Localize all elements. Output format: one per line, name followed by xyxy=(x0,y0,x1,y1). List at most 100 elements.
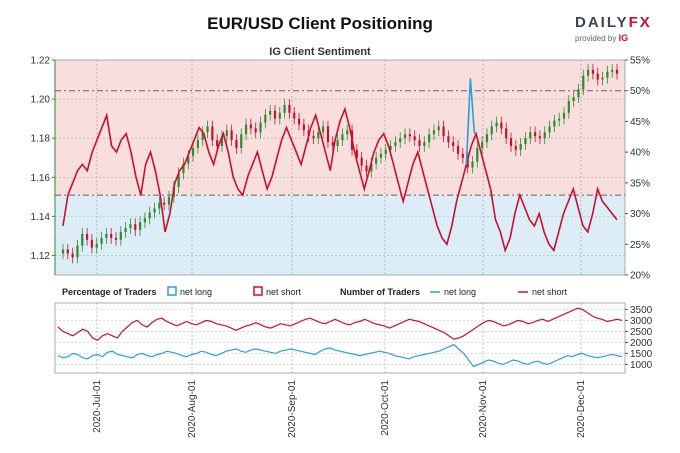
candle-body xyxy=(225,130,228,137)
candle-body xyxy=(66,249,69,254)
candle-body xyxy=(615,69,619,74)
candle-body xyxy=(379,153,383,158)
candle-body xyxy=(288,104,291,113)
candle-body xyxy=(538,136,542,139)
candle-body xyxy=(481,142,484,148)
percent-tick-label: 30% xyxy=(630,209,650,220)
reference-lines xyxy=(55,90,625,196)
candle-body xyxy=(611,69,614,72)
candle-body xyxy=(534,132,537,137)
candle-body xyxy=(254,128,257,133)
candle-body xyxy=(432,130,436,135)
candle-body xyxy=(495,122,498,127)
candle-body xyxy=(81,233,84,246)
trader-count-lines xyxy=(57,307,623,368)
candle-body xyxy=(182,163,185,174)
candle-body xyxy=(413,136,416,141)
candle-body xyxy=(355,149,358,158)
net-short-count-line xyxy=(57,307,623,341)
candle-body xyxy=(456,146,460,154)
candle-body xyxy=(452,142,455,146)
candle-body xyxy=(114,237,118,240)
candle-body xyxy=(76,245,79,258)
candle-body xyxy=(418,140,421,146)
candle-body xyxy=(191,147,195,156)
candle-body xyxy=(326,126,330,143)
price-axis: 1.12 1.14 1.16 1.18 1.20 1.22 xyxy=(31,56,56,275)
candle-body xyxy=(322,126,325,133)
candle-body xyxy=(206,126,209,133)
candle-body xyxy=(519,144,522,150)
candle-body xyxy=(548,126,551,133)
candle-body xyxy=(572,97,575,102)
candle-body xyxy=(524,138,527,145)
candle-body xyxy=(500,122,503,129)
legend-label-net-long-num: net long xyxy=(444,287,476,297)
candle-body xyxy=(577,89,580,98)
net-long-zone xyxy=(55,195,625,275)
candle-body xyxy=(216,140,219,146)
candle-body xyxy=(177,173,180,188)
candle-body xyxy=(124,228,127,232)
candle-body xyxy=(283,104,286,113)
candle-body xyxy=(562,112,566,119)
legend-swatch-net-long-pct xyxy=(167,286,177,296)
logo-wordmark: DAILYFX xyxy=(575,14,675,31)
candle-body xyxy=(273,110,277,119)
logo-daily: DAILY xyxy=(575,14,629,31)
candle-body xyxy=(220,136,224,146)
candle-body xyxy=(95,243,98,248)
price-tick-label: 1.16 xyxy=(31,173,51,184)
main-panel: 1.12 1.14 1.16 1.18 1.20 1.22 20% 25% 30% 35% 40%… xyxy=(31,46,651,282)
net-long-percent-line xyxy=(465,78,476,165)
candle-body xyxy=(346,130,349,135)
legend-label-net-short-pct: net short xyxy=(266,287,302,297)
candle-body xyxy=(389,146,392,150)
candle-body xyxy=(331,142,334,146)
candle-body xyxy=(370,163,373,172)
percent-tick-label: 50% xyxy=(630,86,650,97)
candle-body xyxy=(375,157,378,164)
dailyfx-logo[interactable]: DAILYFX provided by IG xyxy=(575,14,675,43)
candle-body xyxy=(558,118,561,121)
date-tick-label: 2020-Jul-01 xyxy=(92,380,103,433)
candle-body xyxy=(476,147,479,162)
percent-tick-label: 45% xyxy=(630,117,650,128)
candle-body xyxy=(408,134,411,137)
horizontal-gridlines xyxy=(55,59,625,256)
candle-body xyxy=(269,110,272,115)
candle-body xyxy=(341,134,344,141)
candle-body xyxy=(278,112,281,119)
candle-body xyxy=(394,142,397,146)
net-short-zone xyxy=(55,60,625,195)
candle-body xyxy=(138,222,142,231)
chart-subtitle: IG Client Sentiment xyxy=(269,46,371,58)
percent-axis: 20% 25% 30% 35% 40% 45% 50% 55% xyxy=(625,56,650,282)
percent-tick-label: 40% xyxy=(630,148,650,159)
legend-title-number: Number of Traders xyxy=(340,287,420,297)
candle-body xyxy=(187,155,190,164)
date-tick-label: 2020-Nov-01 xyxy=(478,380,489,438)
chart-title: EUR/USD Client Positioning xyxy=(207,14,433,33)
legend-swatch-net-short-pct xyxy=(253,286,263,296)
sentiment-line xyxy=(62,78,618,253)
candle-body xyxy=(211,126,214,141)
candle-body xyxy=(110,233,113,238)
percent-tick-label: 20% xyxy=(630,271,650,282)
candle-body xyxy=(148,212,151,219)
candle-body xyxy=(158,202,161,209)
candle-body xyxy=(264,114,267,123)
candle-body xyxy=(567,101,570,113)
candle-body xyxy=(61,249,65,254)
candle-body xyxy=(471,161,474,168)
logo-ig: IG xyxy=(618,33,629,43)
price-tick-label: 1.14 xyxy=(31,212,51,223)
candle-body xyxy=(100,237,103,244)
candle-body xyxy=(85,233,89,240)
candle-body xyxy=(591,69,595,74)
candle-body xyxy=(240,134,243,148)
price-tick-label: 1.20 xyxy=(31,95,51,106)
